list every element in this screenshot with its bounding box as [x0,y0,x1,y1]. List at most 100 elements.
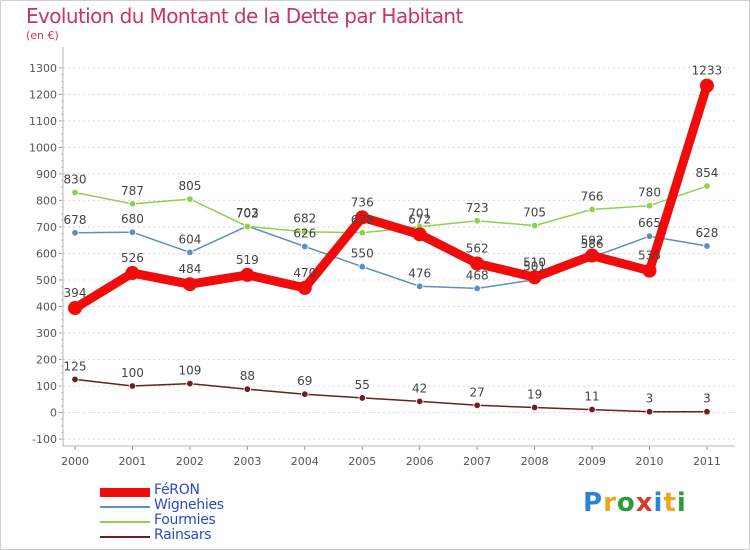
data-point [527,270,542,285]
data-label: 550 [351,247,374,261]
legend-swatch [100,536,150,538]
x-tick-label: 2003 [233,455,261,468]
data-point [186,195,194,203]
data-point [71,229,79,237]
data-point [416,282,424,291]
data-point [642,263,657,278]
data-label: 19 [527,387,542,401]
data-point [703,182,711,190]
data-label: 780 [638,186,661,200]
data-label: 805 [178,179,201,193]
data-point [645,232,654,240]
data-label: 501 [523,260,546,274]
data-label: 88 [240,369,255,383]
logo-letter: i [653,488,664,518]
y-tick-label: 900 [36,168,57,181]
data-point [240,267,255,282]
data-label: 519 [236,253,259,267]
data-point [128,228,137,236]
data-label: 468 [466,268,489,282]
series-line [70,81,712,313]
data-label: 604 [178,232,201,246]
data-point [530,403,539,412]
data-label: 11 [584,390,599,404]
x-tick-label: 2011 [693,455,721,468]
data-point [71,188,79,197]
data-label: 476 [408,266,431,280]
data-label: 830 [64,172,87,186]
data-point [473,284,481,293]
data-label: 665 [638,216,661,230]
data-point [243,385,252,393]
series-line [74,378,708,413]
data-point [186,248,194,257]
data-point [301,390,309,398]
data-point [416,397,424,406]
y-tick-label: 100 [36,380,57,393]
series-rainsars [71,375,711,416]
x-axis: 2000 2001 2002 2003 2004 2005 2006 2007 2008 2009… [61,445,735,468]
data-label: 672 [408,212,431,226]
data-point [703,242,711,250]
chart-title: Evolution du Montant de la Dette par Hab… [26,4,463,28]
gridlines [63,67,735,440]
data-point [358,229,366,237]
x-tick-label: 2010 [636,455,664,468]
data-label: 42 [412,381,427,395]
data-label: 27 [470,385,485,399]
data-label: 723 [466,201,489,215]
data-label: 705 [523,206,546,220]
y-tick-label: 800 [36,194,57,207]
chart-subtitle: (en €) [26,29,59,42]
logo-letter: P [583,488,604,518]
data-label: 3 [646,392,654,406]
y-tick-label: 1000 [29,141,57,154]
data-point [297,280,312,295]
data-point [355,210,370,225]
data-label: 701 [408,207,431,221]
x-tick-label: 2000 [61,455,89,468]
data-label: 854 [695,166,718,180]
data-point [412,227,427,242]
data-point [645,202,654,210]
y-tick-label: 200 [36,353,57,366]
x-tick-label: 2006 [406,455,434,468]
data-label: 510 [523,255,546,269]
data-point [470,256,485,271]
data-point [125,266,140,281]
series-féron [68,78,714,316]
data-point [699,78,714,93]
data-labels-féron: 394 526 484 519 470 736 672 562 510 592 535 1233 [64,64,723,300]
data-label: 626 [293,227,316,241]
data-point [588,405,596,414]
data-point [588,205,596,214]
data-point [358,262,366,271]
data-point [68,301,82,316]
data-label: 766 [581,189,604,203]
data-label: 787 [121,184,144,198]
data-label: 592 [581,234,604,248]
data-point [71,375,79,384]
data-label: 680 [121,212,144,226]
data-label: 125 [64,359,87,373]
data-labels-fourmies: 830 787 805 702 682 678 701 723 705 766 780 854 [64,166,719,227]
y-tick-label: -100 [32,433,57,446]
data-label: 535 [638,249,661,263]
legend-label: Wignehies [154,497,224,513]
data-label: 703 [236,206,259,220]
x-tick-label: 2005 [348,455,376,468]
data-point [128,382,137,390]
data-label: 682 [293,212,316,226]
data-point [703,408,711,416]
y-tick-label: 600 [36,247,57,260]
data-label: 628 [695,226,718,240]
data-label: 55 [355,378,370,392]
logo-letter: x [635,488,654,518]
y-tick-label: 300 [36,327,57,340]
data-point [645,408,654,416]
logo-letter: o [616,488,636,518]
data-point [301,242,309,251]
data-label: 1233 [692,64,723,78]
logo-letter: t [663,488,677,518]
